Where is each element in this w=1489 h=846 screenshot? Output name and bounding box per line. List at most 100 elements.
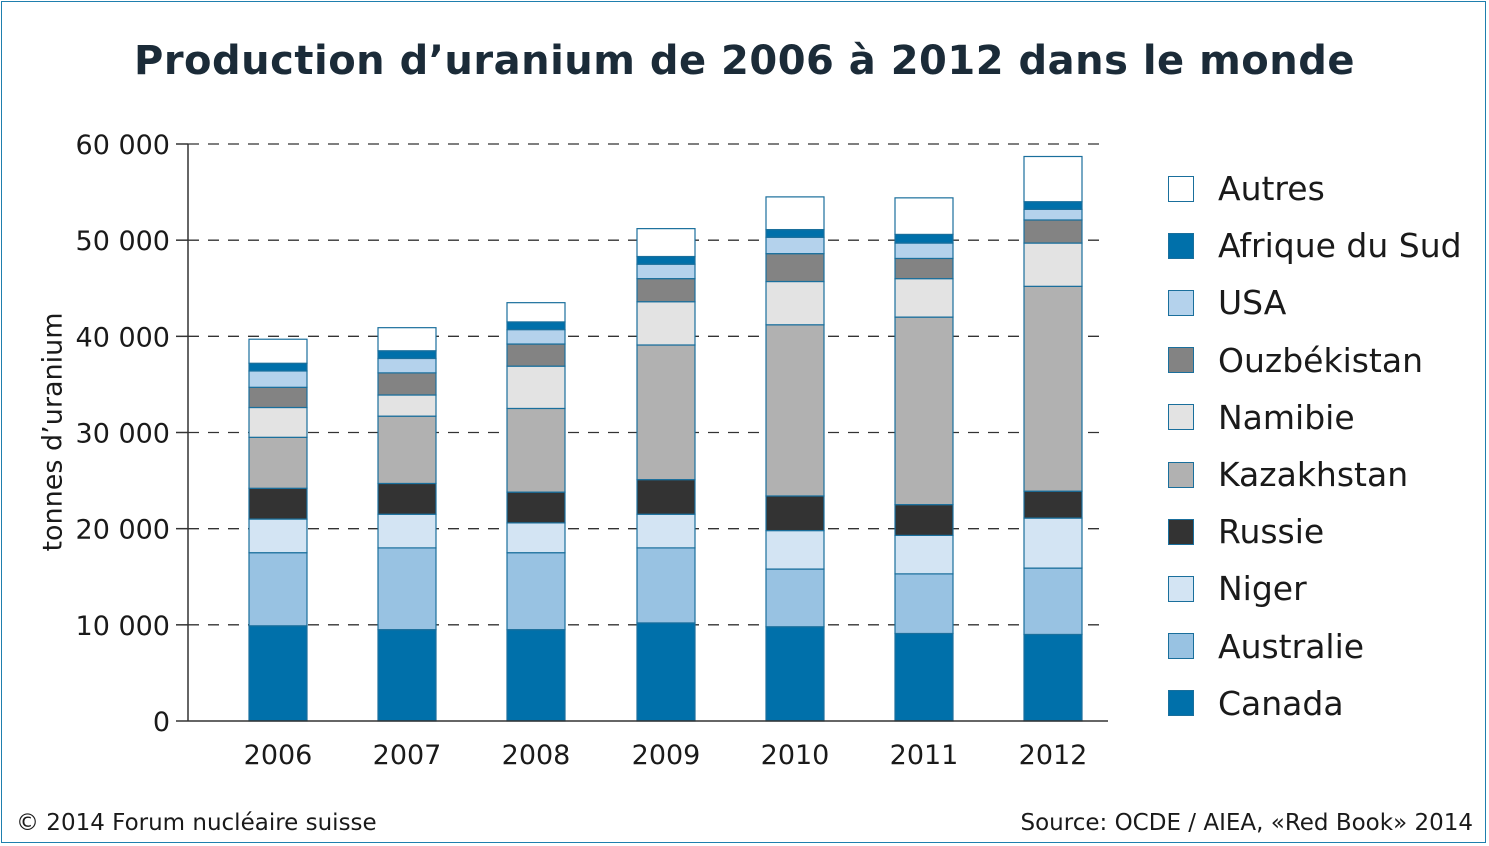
bar-2012-afrique-du-sud bbox=[1023, 201, 1083, 210]
bar-2011-namibie bbox=[894, 278, 954, 318]
legend-item-australie: Australie bbox=[1168, 618, 1483, 675]
legend-item-canada: Canada bbox=[1168, 675, 1483, 732]
bar-2006-australie bbox=[248, 552, 308, 627]
bar-2009-afrique-du-sud bbox=[636, 255, 696, 265]
legend-label: Ouzbékistan bbox=[1218, 340, 1424, 380]
bar-2007-ouzbékistan bbox=[377, 372, 437, 396]
bar-2007-russie bbox=[377, 482, 437, 515]
bar-2010-canada bbox=[765, 626, 825, 722]
bar-2006-namibie bbox=[248, 406, 308, 438]
bar-2009-namibie bbox=[636, 301, 696, 346]
bar-2008-russie bbox=[506, 491, 566, 524]
bar-2006-kazakhstan bbox=[248, 436, 308, 489]
source-text: Source: OCDE / AIEA, «Red Book» 2014 bbox=[1020, 810, 1473, 836]
legend-item-ouzbékistan: Ouzbékistan bbox=[1168, 332, 1483, 389]
bar-2012-namibie bbox=[1023, 242, 1083, 287]
bar-2009-autres bbox=[636, 228, 696, 258]
bar-2006-autres bbox=[248, 338, 308, 364]
bar-2009-niger bbox=[636, 513, 696, 549]
bar-2012-kazakhstan bbox=[1023, 285, 1083, 492]
x-tick-label: 2007 bbox=[373, 740, 442, 771]
bar-2008-afrique-du-sud bbox=[506, 321, 566, 331]
bar-2007-canada bbox=[377, 629, 437, 722]
legend-swatch bbox=[1168, 347, 1194, 374]
bar-2008-kazakhstan bbox=[506, 407, 566, 493]
bar-2008-canada bbox=[506, 629, 566, 722]
bar-2012-canada bbox=[1023, 633, 1083, 722]
bar-2012-autres bbox=[1023, 155, 1083, 203]
bar-2010-russie bbox=[765, 495, 825, 532]
y-tick-labels: 0 10 000 20 000 30 000 40 000 50 000 60 000 bbox=[76, 130, 170, 738]
bar-2006-canada bbox=[248, 625, 308, 722]
legend-label: Afrique du Sud bbox=[1218, 226, 1462, 266]
legend-swatch bbox=[1168, 461, 1194, 488]
bar-2011-autres bbox=[894, 197, 954, 235]
x-tick-label: 2008 bbox=[502, 740, 571, 771]
bar-2011-australie bbox=[894, 573, 954, 635]
bar-2011-kazakhstan bbox=[894, 316, 954, 506]
legend-label: Canada bbox=[1218, 683, 1344, 723]
bar-2006-afrique-du-sud bbox=[248, 362, 308, 372]
bar-2011-canada bbox=[894, 632, 954, 722]
bar-stack-2012 bbox=[1023, 155, 1083, 722]
legend: Autres Afrique du Sud USA Ouzbékistan Namibi… bbox=[1168, 160, 1483, 732]
bar-2012-ouzbékistan bbox=[1023, 219, 1083, 244]
legend-item-namibie: Namibie bbox=[1168, 389, 1483, 446]
bar-2012-russie bbox=[1023, 490, 1083, 519]
bar-stack-2006 bbox=[248, 338, 308, 722]
bar-2012-usa bbox=[1023, 208, 1083, 221]
bar-2009-russie bbox=[636, 479, 696, 515]
bar-stack-2008 bbox=[506, 302, 566, 722]
x-tick-label: 2010 bbox=[761, 740, 830, 771]
bar-2008-australie bbox=[506, 552, 566, 631]
legend-swatch bbox=[1168, 518, 1194, 545]
y-tick-label: 10 000 bbox=[76, 611, 170, 642]
x-tick-labels: 2006 2007 2008 2009 2010 2011 2012 bbox=[244, 740, 1088, 771]
bar-stacks bbox=[248, 155, 1083, 722]
axes bbox=[176, 143, 1108, 722]
bar-2008-autres bbox=[506, 302, 566, 323]
bar-2012-niger bbox=[1023, 517, 1083, 569]
bar-2010-niger bbox=[765, 529, 825, 570]
bar-2010-ouzbékistan bbox=[765, 253, 825, 283]
bar-2011-usa bbox=[894, 242, 954, 260]
legend-label: Autres bbox=[1218, 169, 1325, 209]
legend-item-kazakhstan: Kazakhstan bbox=[1168, 446, 1483, 503]
legend-swatch bbox=[1168, 232, 1194, 259]
legend-swatch bbox=[1168, 175, 1194, 202]
legend-swatch bbox=[1168, 690, 1194, 717]
legend-item-russie: Russie bbox=[1168, 503, 1483, 560]
bar-2006-usa bbox=[248, 370, 308, 388]
bar-2010-australie bbox=[765, 568, 825, 628]
y-tick-label: 50 000 bbox=[76, 226, 170, 257]
y-tick-label: 0 bbox=[153, 707, 170, 738]
bar-2009-kazakhstan bbox=[636, 344, 696, 481]
bar-2008-namibie bbox=[506, 365, 566, 410]
bar-2008-niger bbox=[506, 522, 566, 554]
bar-2008-ouzbékistan bbox=[506, 343, 566, 367]
bar-2011-russie bbox=[894, 504, 954, 536]
legend-swatch bbox=[1168, 575, 1194, 602]
bar-2006-ouzbékistan bbox=[248, 386, 308, 409]
bar-2007-australie bbox=[377, 547, 437, 631]
bar-stack-2011 bbox=[894, 197, 954, 722]
y-tick-label: 30 000 bbox=[76, 419, 170, 450]
bar-2010-usa bbox=[765, 236, 825, 255]
bar-2009-canada bbox=[636, 622, 696, 722]
bar-2010-namibie bbox=[765, 280, 825, 326]
legend-label: Kazakhstan bbox=[1218, 455, 1409, 495]
bar-2012-australie bbox=[1023, 567, 1083, 636]
legend-swatch bbox=[1168, 404, 1194, 431]
x-tick-label: 2011 bbox=[890, 740, 959, 771]
legend-item-niger: Niger bbox=[1168, 560, 1483, 617]
bar-2007-afrique-du-sud bbox=[377, 350, 437, 360]
bar-2011-niger bbox=[894, 534, 954, 575]
bar-2009-ouzbékistan bbox=[636, 278, 696, 303]
bar-stack-2009 bbox=[636, 228, 696, 722]
bar-2009-australie bbox=[636, 547, 696, 624]
legend-swatch bbox=[1168, 289, 1194, 316]
bar-2008-usa bbox=[506, 329, 566, 345]
bar-2010-afrique-du-sud bbox=[765, 228, 825, 238]
y-tick-label: 60 000 bbox=[76, 130, 170, 161]
